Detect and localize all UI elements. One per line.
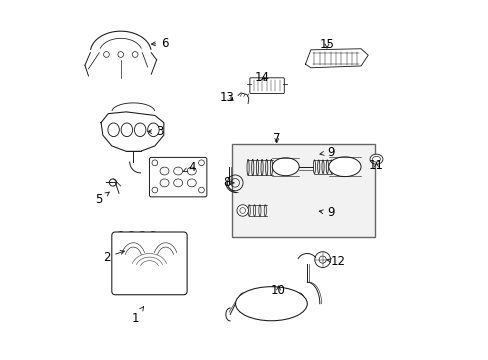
Text: 12: 12 — [326, 255, 345, 268]
Text: 9: 9 — [319, 145, 334, 158]
Text: 1: 1 — [131, 307, 143, 325]
Text: 4: 4 — [183, 161, 196, 174]
Ellipse shape — [272, 158, 299, 176]
Ellipse shape — [369, 154, 382, 164]
Text: 7: 7 — [272, 132, 280, 145]
Text: 2: 2 — [102, 251, 124, 264]
Text: 11: 11 — [368, 159, 383, 172]
Text: 5: 5 — [95, 192, 109, 206]
Text: 9: 9 — [319, 207, 334, 220]
Text: 14: 14 — [254, 71, 269, 84]
Text: 13: 13 — [220, 91, 234, 104]
Ellipse shape — [328, 157, 360, 177]
Ellipse shape — [235, 287, 306, 321]
Text: 8: 8 — [223, 176, 233, 189]
Text: 3: 3 — [147, 125, 163, 138]
Circle shape — [237, 205, 248, 216]
FancyBboxPatch shape — [112, 232, 187, 295]
Text: 6: 6 — [151, 36, 168, 50]
FancyBboxPatch shape — [249, 78, 284, 94]
Text: 10: 10 — [270, 284, 285, 297]
Text: 15: 15 — [319, 38, 334, 51]
FancyBboxPatch shape — [149, 157, 206, 197]
Circle shape — [314, 252, 330, 267]
Bar — [231, 144, 375, 237]
